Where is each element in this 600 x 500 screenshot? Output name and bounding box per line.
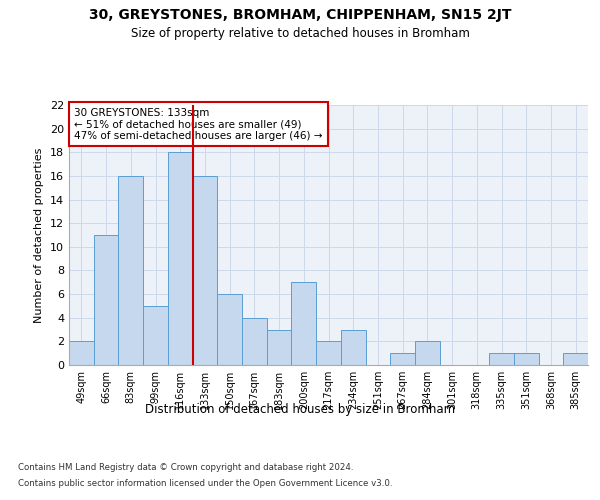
Bar (316, 342, 341, 365)
Bar (69, 342, 94, 365)
Bar (94, 235, 118, 365)
Text: Contains public sector information licensed under the Open Government Licence v3: Contains public sector information licen… (18, 479, 392, 488)
Bar (489, 353, 514, 365)
Bar (217, 294, 242, 365)
Bar (341, 330, 365, 365)
Bar (415, 342, 440, 365)
Bar (563, 353, 588, 365)
Y-axis label: Number of detached properties: Number of detached properties (34, 148, 44, 322)
Bar (143, 306, 168, 365)
Bar (242, 318, 267, 365)
Bar (168, 152, 193, 365)
Bar (193, 176, 217, 365)
Text: 30 GREYSTONES: 133sqm
← 51% of detached houses are smaller (49)
47% of semi-deta: 30 GREYSTONES: 133sqm ← 51% of detached … (74, 108, 323, 141)
Bar (292, 282, 316, 365)
Text: Contains HM Land Registry data © Crown copyright and database right 2024.: Contains HM Land Registry data © Crown c… (18, 462, 353, 471)
Bar (514, 353, 539, 365)
Text: Size of property relative to detached houses in Bromham: Size of property relative to detached ho… (131, 28, 469, 40)
Bar (267, 330, 292, 365)
Text: Distribution of detached houses by size in Bromham: Distribution of detached houses by size … (145, 402, 455, 415)
Bar (390, 353, 415, 365)
Bar (118, 176, 143, 365)
Text: 30, GREYSTONES, BROMHAM, CHIPPENHAM, SN15 2JT: 30, GREYSTONES, BROMHAM, CHIPPENHAM, SN1… (89, 8, 511, 22)
